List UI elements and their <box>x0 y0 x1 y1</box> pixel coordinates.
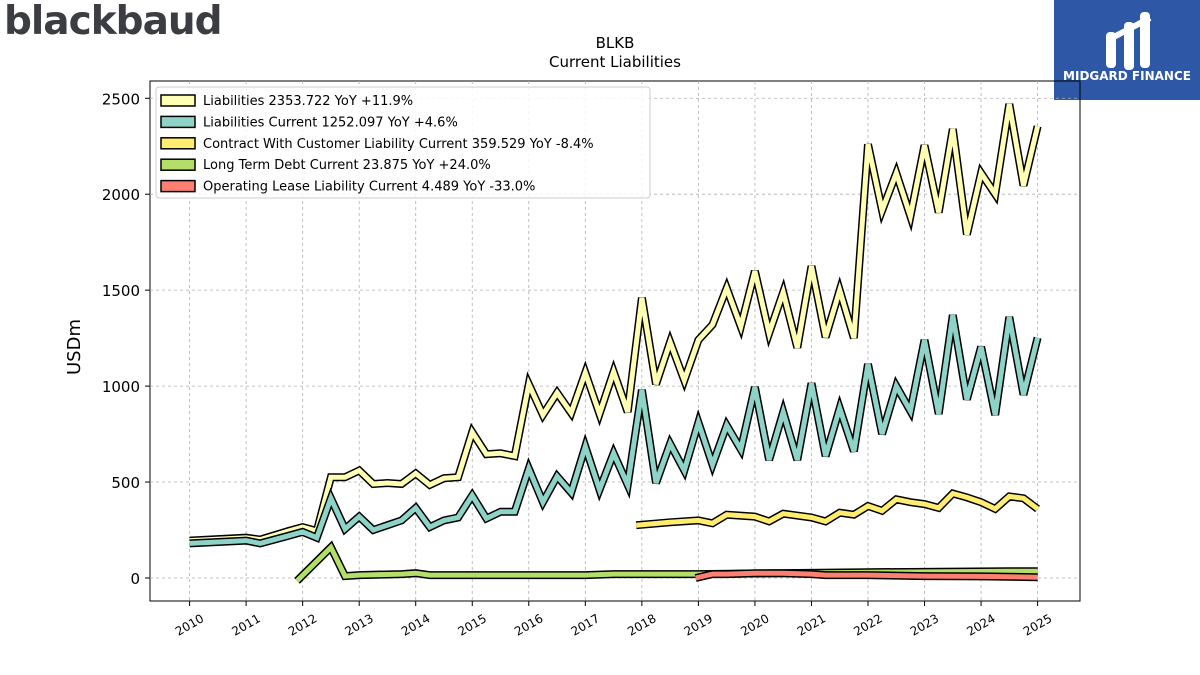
legend-label-liabilities_current: Liabilities Current 1252.097 YoY +4.6% <box>203 115 458 130</box>
x-tick-label: 2020 <box>738 611 771 638</box>
badge-name: MIDGARD FINANCE <box>1063 69 1191 83</box>
midgard-logo-icon <box>1106 12 1152 70</box>
series-lines <box>189 103 1042 584</box>
y-tick-label: 0 <box>130 570 140 588</box>
midgard-finance-badge: MIDGARD FINANCE <box>1054 0 1200 100</box>
y-tick-label: 500 <box>111 474 140 492</box>
x-tick-label: 2012 <box>286 611 319 638</box>
legend-swatch-contract_liability <box>160 137 196 150</box>
plot-area <box>149 80 1081 602</box>
legend-label-liabilities: Liabilities 2353.722 YoY +11.9% <box>203 94 413 109</box>
y-tick-label: 2500 <box>102 90 140 108</box>
x-tick-label: 2015 <box>456 611 489 638</box>
legend: Liabilities 2353.722 YoY +11.9% Liabiliti… <box>155 86 651 199</box>
x-tick-label: 2014 <box>399 611 432 638</box>
y-tick-label: 1500 <box>102 282 140 300</box>
x-tick-label: 2011 <box>229 611 262 638</box>
chart-title: BLKB <box>596 34 635 52</box>
y-tick-label: 2000 <box>102 186 140 204</box>
legend-label-long_term_debt: Long Term Debt Current 23.875 YoY +24.0% <box>203 158 491 173</box>
x-tick-label: 2013 <box>342 611 375 638</box>
legend-swatch-liabilities_current <box>160 115 196 129</box>
chart-subtitle: Current Liabilities <box>549 53 681 71</box>
x-tick-label: 2022 <box>851 611 884 638</box>
x-tick-label: 2016 <box>512 611 545 638</box>
x-tick-label: 2021 <box>795 611 828 638</box>
series-line-liabilities <box>189 103 1041 544</box>
x-tick-label: 2024 <box>964 611 997 638</box>
legend-box <box>155 86 651 199</box>
legend-label-contract_liability: Contract With Customer Liability Current… <box>203 137 594 152</box>
y-axis-label: USDm <box>64 319 85 375</box>
x-tick-label: 2017 <box>569 611 602 638</box>
x-tick-label: 2018 <box>625 611 658 638</box>
axes: 2010 2011 2012 2013 2014 2015 2016 2017 2018 2019… <box>102 90 1055 638</box>
x-tick-label: 2010 <box>173 611 206 638</box>
x-tick-label: 2023 <box>908 611 941 638</box>
blackbaud-logo: blackbaud <box>4 0 223 44</box>
y-tick-label: 1000 <box>102 378 140 396</box>
x-tick-label: 2025 <box>1021 611 1054 638</box>
series-line-liabilities_current <box>189 314 1041 546</box>
legend-swatch-long_term_debt <box>160 158 196 171</box>
legend-swatch-operating_lease <box>160 179 196 193</box>
legend-label-operating_lease: Operating Lease Liability Current 4.489 … <box>203 180 535 195</box>
series-line-contract_liability <box>635 490 1040 528</box>
series-line-outline-liabilities_current <box>189 314 1042 548</box>
x-tick-label: 2019 <box>682 611 715 638</box>
series-line-operating_lease <box>695 570 1038 581</box>
legend-swatch-liabilities <box>160 94 196 107</box>
